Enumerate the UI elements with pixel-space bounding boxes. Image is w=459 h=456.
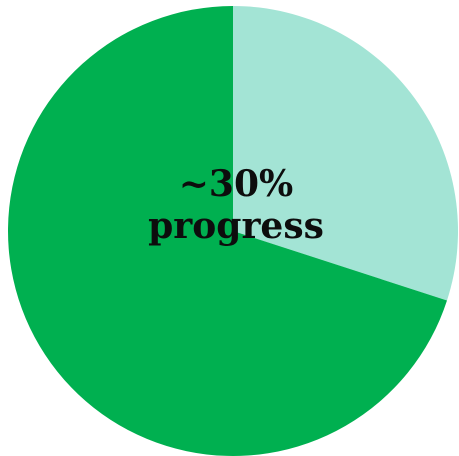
pie-slices	[8, 5, 459, 456]
pie-annotation-line-2: progress	[148, 205, 324, 247]
pie-slice-1	[233, 5, 459, 301]
pie-slice-2	[8, 6, 447, 456]
pie-annotation-line-1: ~30%	[179, 163, 293, 205]
